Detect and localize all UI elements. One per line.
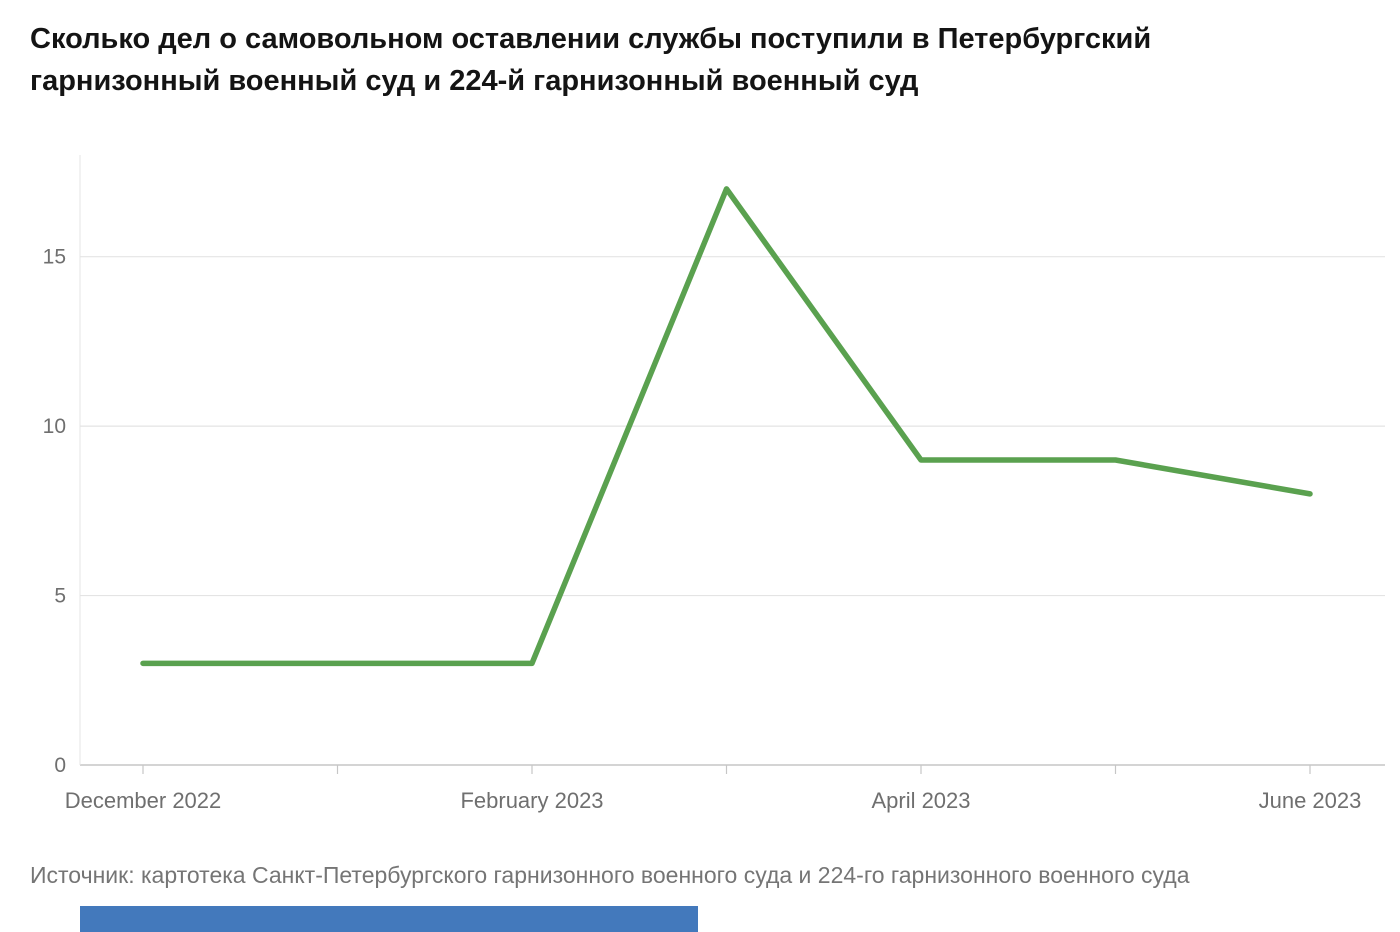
chart-title: Сколько дел о самовольном оставлении слу… xyxy=(30,18,1151,102)
y-axis-tick-label: 10 xyxy=(43,415,66,438)
chart-title-line-1: Сколько дел о самовольном оставлении слу… xyxy=(30,23,1152,55)
bottom-blue-bar xyxy=(80,906,698,932)
data-line-series xyxy=(140,186,1313,667)
x-axis-tick-label: December 2022 xyxy=(65,788,222,813)
y-axis-tick-label: 5 xyxy=(54,585,66,608)
x-axis-tick-label: April 2023 xyxy=(871,788,970,813)
y-axis-tick-label: 0 xyxy=(54,754,66,777)
x-axis-tick-label: February 2023 xyxy=(460,788,603,813)
y-axis-tick-label: 15 xyxy=(43,246,66,269)
chart-title-line-2: гарнизонный военный суд и 224-й гарнизон… xyxy=(30,65,919,98)
source-note: Источник: картотека Санкт-Петербургского… xyxy=(30,862,1190,888)
x-axis-tick-label: June 2023 xyxy=(1259,788,1362,813)
